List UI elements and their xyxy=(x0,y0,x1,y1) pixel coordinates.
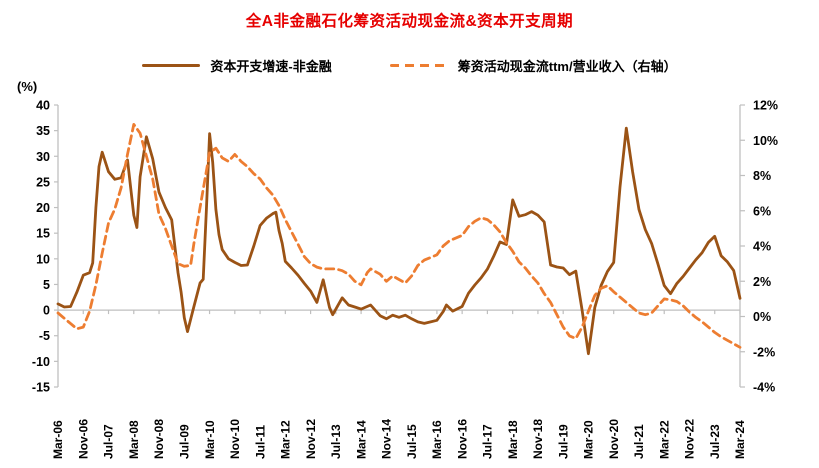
x-axis-tick-label: Nov-10 xyxy=(228,419,242,459)
x-axis-tick-label: Mar-06 xyxy=(51,420,65,459)
x-axis-tick-label: Mar-22 xyxy=(657,420,671,459)
x-axis-tick-label: Mar-14 xyxy=(354,420,368,459)
x-axis-tick-label: Nov-14 xyxy=(380,419,394,459)
right-axis-tick-label: -4% xyxy=(753,381,775,395)
x-axis-tick-label: Jul-23 xyxy=(708,424,722,459)
x-axis-tick-label: Nov-06 xyxy=(76,419,90,459)
right-axis-tick-label: 0% xyxy=(753,310,771,324)
x-axis-tick-label: Jul-15 xyxy=(405,424,419,459)
x-axis-tick-label: Nov-18 xyxy=(531,419,545,459)
left-axis-tick-label: 30 xyxy=(36,150,50,164)
dashed-line-swatch-icon xyxy=(389,63,448,68)
right-axis-tick-label: -2% xyxy=(753,345,775,359)
x-axis-tick-label: Jul-17 xyxy=(481,424,495,459)
right-axis-tick-label: 12% xyxy=(753,99,778,113)
x-axis-tick-label: Nov-08 xyxy=(152,419,166,459)
x-axis-tick-label: Jul-07 xyxy=(102,424,116,459)
legend-item-financing: 筹资活动现金流ttm/营业收入（右轴） xyxy=(389,56,677,75)
left-axis-unit-label: (%) xyxy=(17,79,38,94)
legend-label-capex: 资本开支增速-非金融 xyxy=(210,59,332,74)
right-axis-tick-label: 6% xyxy=(753,204,771,218)
left-axis-tick-label: 25 xyxy=(36,175,50,189)
legend-label-financing: 筹资活动现金流ttm/营业收入（右轴） xyxy=(457,59,677,74)
left-axis-tick-label: 15 xyxy=(36,227,50,241)
x-axis-tick-label: Jul-21 xyxy=(632,424,646,459)
right-axis-tick-label: 2% xyxy=(753,275,771,289)
x-axis-tick-label: Mar-20 xyxy=(582,420,596,459)
x-axis-tick-label: Jul-19 xyxy=(556,424,570,459)
capex-growth-line xyxy=(56,126,742,356)
right-axis-tick-label: 8% xyxy=(753,169,771,183)
left-axis-tick-label: 35 xyxy=(36,124,50,138)
x-axis-tick-label: Mar-12 xyxy=(279,420,293,459)
x-axis-tick-label: Nov-22 xyxy=(683,419,697,459)
x-axis-tick-label: Mar-10 xyxy=(203,420,217,459)
x-axis-tick-label: Nov-20 xyxy=(607,419,621,459)
solid-line-swatch-icon xyxy=(142,63,201,68)
left-axis-tick-label: 40 xyxy=(36,99,50,113)
x-axis-tick-label: Nov-12 xyxy=(304,419,318,459)
right-axis-tick-label: 4% xyxy=(753,240,771,254)
left-axis-tick-label: -5 xyxy=(39,329,50,343)
left-axis-tick-label: 10 xyxy=(36,252,50,266)
left-axis-tick-label: -15 xyxy=(32,381,50,395)
legend-item-capex: 资本开支增速-非金融 xyxy=(142,56,332,75)
x-axis-tick-label: Mar-18 xyxy=(506,420,520,459)
left-axis-tick-label: 0 xyxy=(43,304,50,318)
legend: 资本开支增速-非金融 筹资活动现金流ttm/营业收入（右轴） xyxy=(0,56,819,75)
x-axis-tick-label: Nov-16 xyxy=(455,419,469,459)
x-axis-tick-label: Jul-09 xyxy=(177,424,191,459)
x-axis-tick-label: Jul-11 xyxy=(253,425,267,459)
right-axis-tick-label: 10% xyxy=(753,134,778,148)
x-axis-tick-label: Mar-16 xyxy=(430,420,444,459)
x-axis-tick-label: Mar-08 xyxy=(127,420,141,459)
chart-title: 全A非金融石化筹资活动现金流&资本开支周期 xyxy=(245,13,574,30)
left-axis-tick-label: 5 xyxy=(43,278,50,292)
left-axis-tick-label: -10 xyxy=(32,355,50,369)
x-axis-tick-label: Jul-13 xyxy=(329,424,343,459)
x-axis-tick-label: Mar-24 xyxy=(733,420,747,459)
left-axis-tick-label: 20 xyxy=(36,201,50,215)
financing-cashflow-line xyxy=(56,123,742,349)
